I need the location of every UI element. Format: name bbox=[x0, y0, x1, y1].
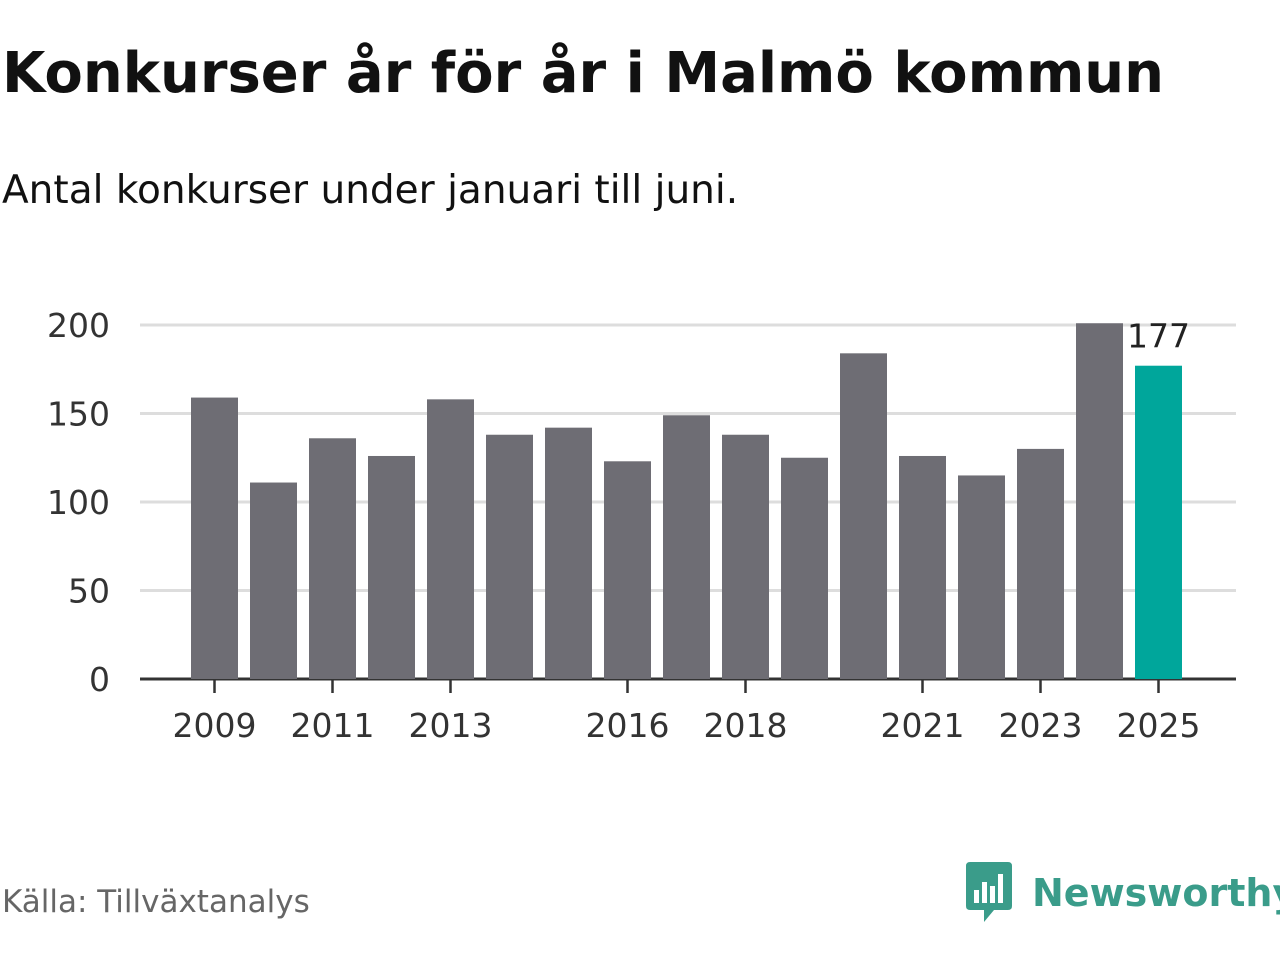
bar-2010 bbox=[250, 482, 297, 679]
y-tick-label: 0 bbox=[89, 660, 110, 699]
x-tick-label: 2021 bbox=[881, 706, 965, 745]
y-tick-label: 50 bbox=[68, 572, 110, 611]
bar-2021 bbox=[899, 455, 946, 679]
x-tick-label: 2009 bbox=[173, 706, 257, 745]
data-labels: 177 bbox=[1127, 317, 1190, 356]
bar-2017 bbox=[663, 415, 710, 679]
y-tick-label: 150 bbox=[47, 395, 110, 434]
bar-2022 bbox=[958, 475, 1005, 679]
bar-2009 bbox=[191, 397, 238, 679]
x-tick-label: 2011 bbox=[291, 706, 375, 745]
newsworthy-logo-icon bbox=[966, 862, 1012, 922]
y-axis-ticks: 0 50 100 150 200 bbox=[47, 306, 110, 699]
x-tick-label: 2025 bbox=[1117, 706, 1201, 745]
x-tick-label: 2023 bbox=[999, 706, 1083, 745]
y-tick-label: 200 bbox=[47, 306, 110, 345]
data-label-2025: 177 bbox=[1127, 317, 1190, 356]
brand-name: Newsworthy bbox=[1032, 871, 1280, 915]
brand-logo: Newsworthy bbox=[964, 862, 1280, 924]
bar-2015 bbox=[545, 427, 592, 679]
bar-chart: 0 50 100 150 200 2009 2011 2013 2016 2018 2021 202… bbox=[47, 306, 1236, 745]
bar-2016 bbox=[604, 461, 651, 679]
bars bbox=[191, 323, 1182, 679]
y-tick-label: 100 bbox=[47, 483, 110, 522]
bar-2012 bbox=[368, 455, 415, 679]
bar-2018 bbox=[722, 434, 769, 679]
bar-2013 bbox=[427, 399, 474, 679]
bar-2020 bbox=[840, 353, 887, 679]
chart-subtitle: Antal konkurser under januari till juni. bbox=[2, 168, 739, 213]
bar-2014 bbox=[486, 434, 533, 679]
source-note: Källa: Tillväxtanalys bbox=[2, 884, 310, 920]
x-tick-label: 2018 bbox=[704, 706, 788, 745]
chart-title: Konkurser år för år i Malmö kommun bbox=[2, 41, 1165, 106]
bar-2023 bbox=[1017, 448, 1064, 679]
x-tick-label: 2013 bbox=[409, 706, 493, 745]
bar-2024 bbox=[1076, 323, 1123, 679]
bar-2019 bbox=[781, 457, 828, 679]
x-tick-label: 2016 bbox=[586, 706, 670, 745]
bar-2011 bbox=[309, 438, 356, 679]
x-axis-ticks: 2009 2011 2013 2016 2018 2021 2023 2025 bbox=[173, 679, 1201, 745]
bar-2025 bbox=[1135, 365, 1182, 679]
